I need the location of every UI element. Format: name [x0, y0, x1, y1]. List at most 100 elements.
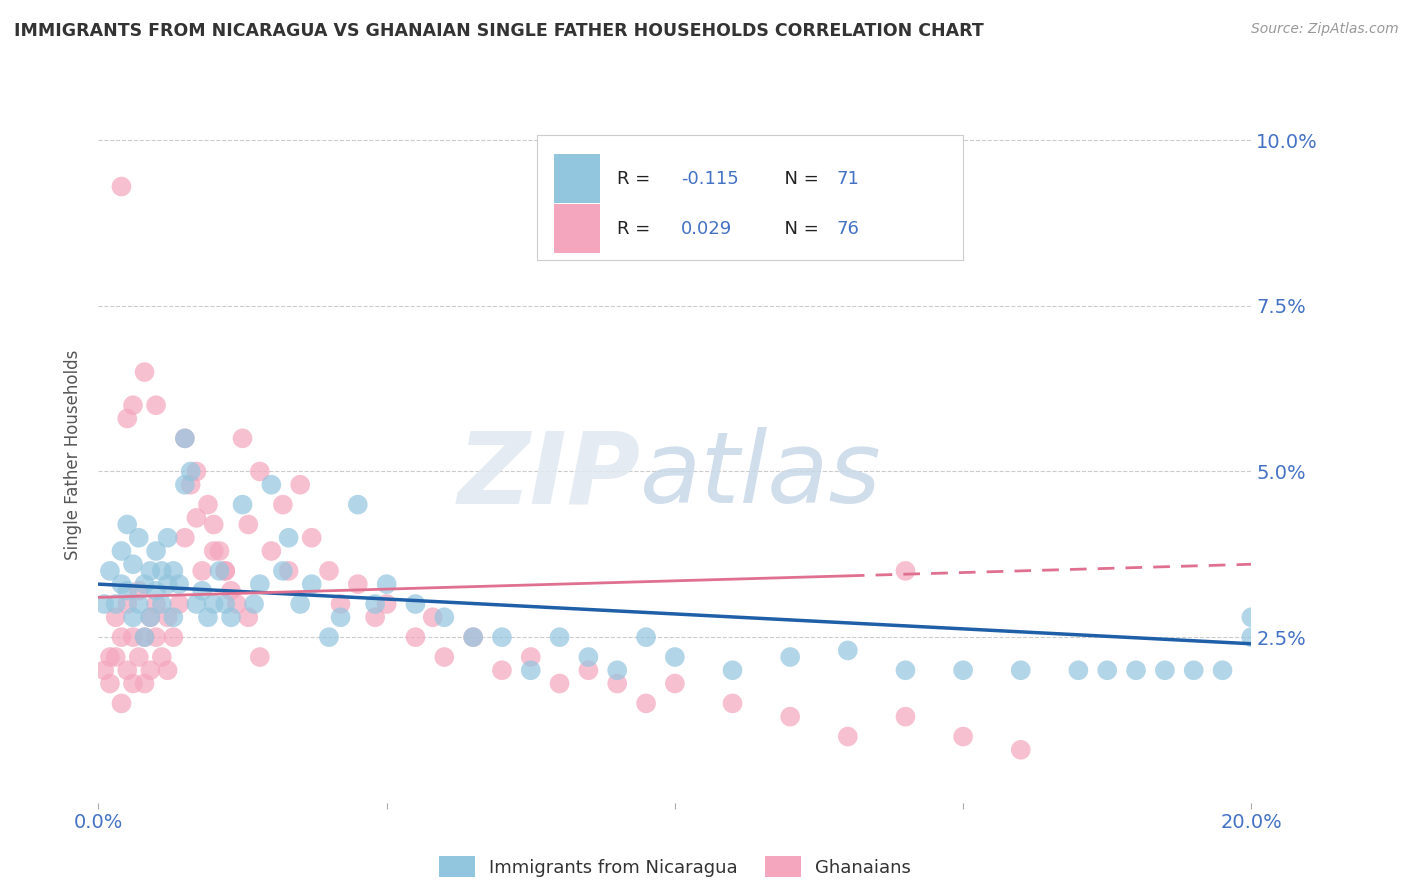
Point [290, 477, 312, 491]
Point [219, 610, 242, 624]
Point [346, 498, 368, 512]
Point [128, 583, 150, 598]
Text: N =: N = [773, 169, 824, 187]
Y-axis label: Single Father Households: Single Father Households [65, 350, 83, 560]
Point [110, 697, 132, 711]
Text: R =: R = [617, 219, 657, 238]
Point [134, 365, 156, 379]
Text: IMMIGRANTS FROM NICARAGUA VS GHANAIAN SINGLE FATHER HOUSEHOLDS CORRELATION CHART: IMMIGRANTS FROM NICARAGUA VS GHANAIAN SI… [14, 22, 984, 40]
Point [139, 564, 162, 578]
Point [104, 597, 127, 611]
Point [117, 411, 139, 425]
Point [214, 564, 236, 578]
Point [664, 650, 686, 665]
Point [636, 697, 658, 711]
Point [110, 179, 132, 194]
Point [1240, 630, 1263, 644]
Point [952, 663, 974, 677]
Point [174, 531, 197, 545]
Point [243, 597, 266, 611]
Point [636, 630, 658, 644]
Point [260, 544, 283, 558]
Point [93, 597, 115, 611]
Text: R =: R = [617, 169, 657, 187]
Point [156, 610, 179, 624]
Point [422, 610, 444, 624]
Point [277, 531, 299, 545]
Point [894, 709, 917, 723]
Point [779, 650, 801, 665]
Point [145, 630, 167, 644]
Point [174, 477, 197, 491]
Point [364, 610, 387, 624]
Point [122, 630, 145, 644]
Point [180, 477, 202, 491]
Point [721, 697, 744, 711]
Point [122, 558, 145, 572]
Point [98, 650, 121, 665]
Point [110, 544, 132, 558]
Text: 76: 76 [837, 219, 859, 238]
Point [225, 597, 247, 611]
Point [134, 630, 156, 644]
FancyBboxPatch shape [537, 135, 963, 260]
Point [174, 431, 197, 445]
Legend: Immigrants from Nicaragua, Ghanaians: Immigrants from Nicaragua, Ghanaians [432, 849, 918, 884]
Point [93, 663, 115, 677]
Point [122, 676, 145, 690]
Point [433, 610, 456, 624]
Point [162, 610, 184, 624]
Point [150, 597, 173, 611]
Point [128, 531, 150, 545]
Point [578, 650, 600, 665]
Bar [554, 154, 600, 203]
Point [145, 583, 167, 598]
Point [117, 597, 139, 611]
Point [894, 663, 917, 677]
Point [186, 511, 208, 525]
Point [145, 544, 167, 558]
Text: Source: ZipAtlas.com: Source: ZipAtlas.com [1251, 22, 1399, 37]
Point [277, 564, 299, 578]
Point [238, 517, 260, 532]
Point [174, 431, 197, 445]
Point [122, 398, 145, 412]
Point [145, 398, 167, 412]
Point [104, 650, 127, 665]
Point [167, 577, 190, 591]
Text: N =: N = [773, 219, 824, 238]
Point [197, 610, 219, 624]
Point [117, 517, 139, 532]
Point [134, 676, 156, 690]
Point [837, 730, 859, 744]
Point [208, 544, 231, 558]
Point [346, 577, 368, 591]
Point [329, 610, 352, 624]
Point [1010, 663, 1032, 677]
Point [162, 564, 184, 578]
Point [548, 630, 571, 644]
Point [461, 630, 484, 644]
Point [1125, 663, 1147, 677]
Point [191, 564, 214, 578]
Point [1097, 663, 1119, 677]
Point [606, 663, 628, 677]
Point [1212, 663, 1234, 677]
Point [548, 676, 571, 690]
Point [952, 730, 974, 744]
Point [664, 676, 686, 690]
Point [520, 650, 543, 665]
Point [238, 610, 260, 624]
Point [110, 577, 132, 591]
Point [1153, 663, 1175, 677]
Point [271, 564, 294, 578]
Point [364, 597, 387, 611]
Point [271, 498, 294, 512]
Point [117, 583, 139, 598]
Point [128, 650, 150, 665]
Point [405, 630, 427, 644]
Point [156, 531, 179, 545]
Point [231, 431, 254, 445]
Point [1067, 663, 1090, 677]
Point [491, 630, 513, 644]
